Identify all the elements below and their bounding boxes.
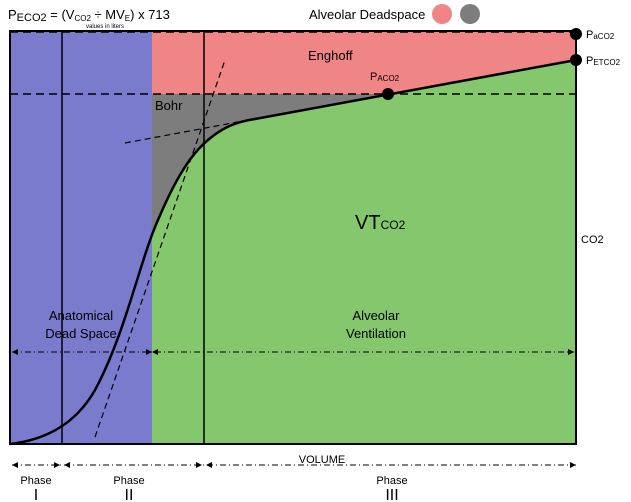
arrowhead bbox=[196, 462, 202, 468]
phase-1-label: Phase bbox=[20, 475, 51, 487]
y-axis-label: CO2 bbox=[581, 234, 604, 246]
legend-title: Alveolar Deadspace bbox=[309, 7, 425, 22]
arrowhead bbox=[12, 349, 18, 355]
legend-enghoff-swatch bbox=[432, 4, 452, 24]
arrowhead bbox=[206, 462, 212, 468]
arrowhead bbox=[152, 349, 158, 355]
alveolar-label-line1: Alveolar bbox=[353, 308, 401, 323]
vtco2-label: VTCO2 bbox=[355, 212, 406, 234]
phase-2-numeral: II bbox=[125, 487, 134, 502]
formula: PECO2 = (VCO2 ÷ MVE) x 713 bbox=[8, 7, 170, 24]
alveolar-label-line2: Ventilation bbox=[346, 326, 406, 341]
formula-note: values in liters bbox=[86, 24, 124, 30]
paco2-label: PaCO2 bbox=[586, 29, 615, 41]
petco2-label: PETCO2 bbox=[586, 55, 621, 67]
arrowhead bbox=[570, 462, 576, 468]
phase-2-label: Phase bbox=[113, 475, 144, 487]
paco2-point bbox=[570, 28, 582, 40]
arrowhead bbox=[54, 462, 60, 468]
anatomical-label-line1: Anatomical bbox=[49, 308, 113, 323]
arrowhead bbox=[64, 462, 70, 468]
phase-3-label: Phase bbox=[376, 475, 407, 487]
anatomical-label-line2: Dead Space bbox=[45, 326, 117, 341]
pAco2-label: PACO2 bbox=[370, 71, 400, 83]
pAco2-point bbox=[382, 88, 394, 100]
arrowhead bbox=[146, 349, 152, 355]
arrowhead bbox=[568, 349, 574, 355]
enghoff-label: Enghoff bbox=[308, 48, 353, 63]
plot-frame bbox=[9, 30, 577, 445]
phase2-tangent bbox=[94, 59, 226, 438]
petco2-point bbox=[570, 54, 582, 66]
bohr-label: Bohr bbox=[155, 98, 183, 113]
x-axis-label: VOLUME bbox=[299, 454, 345, 466]
capnogram-curve bbox=[9, 58, 577, 446]
arrowhead bbox=[12, 462, 18, 468]
phase-3-numeral: III bbox=[385, 487, 398, 502]
legend-bohr-swatch bbox=[460, 4, 480, 24]
phase-1-numeral: I bbox=[34, 487, 38, 502]
